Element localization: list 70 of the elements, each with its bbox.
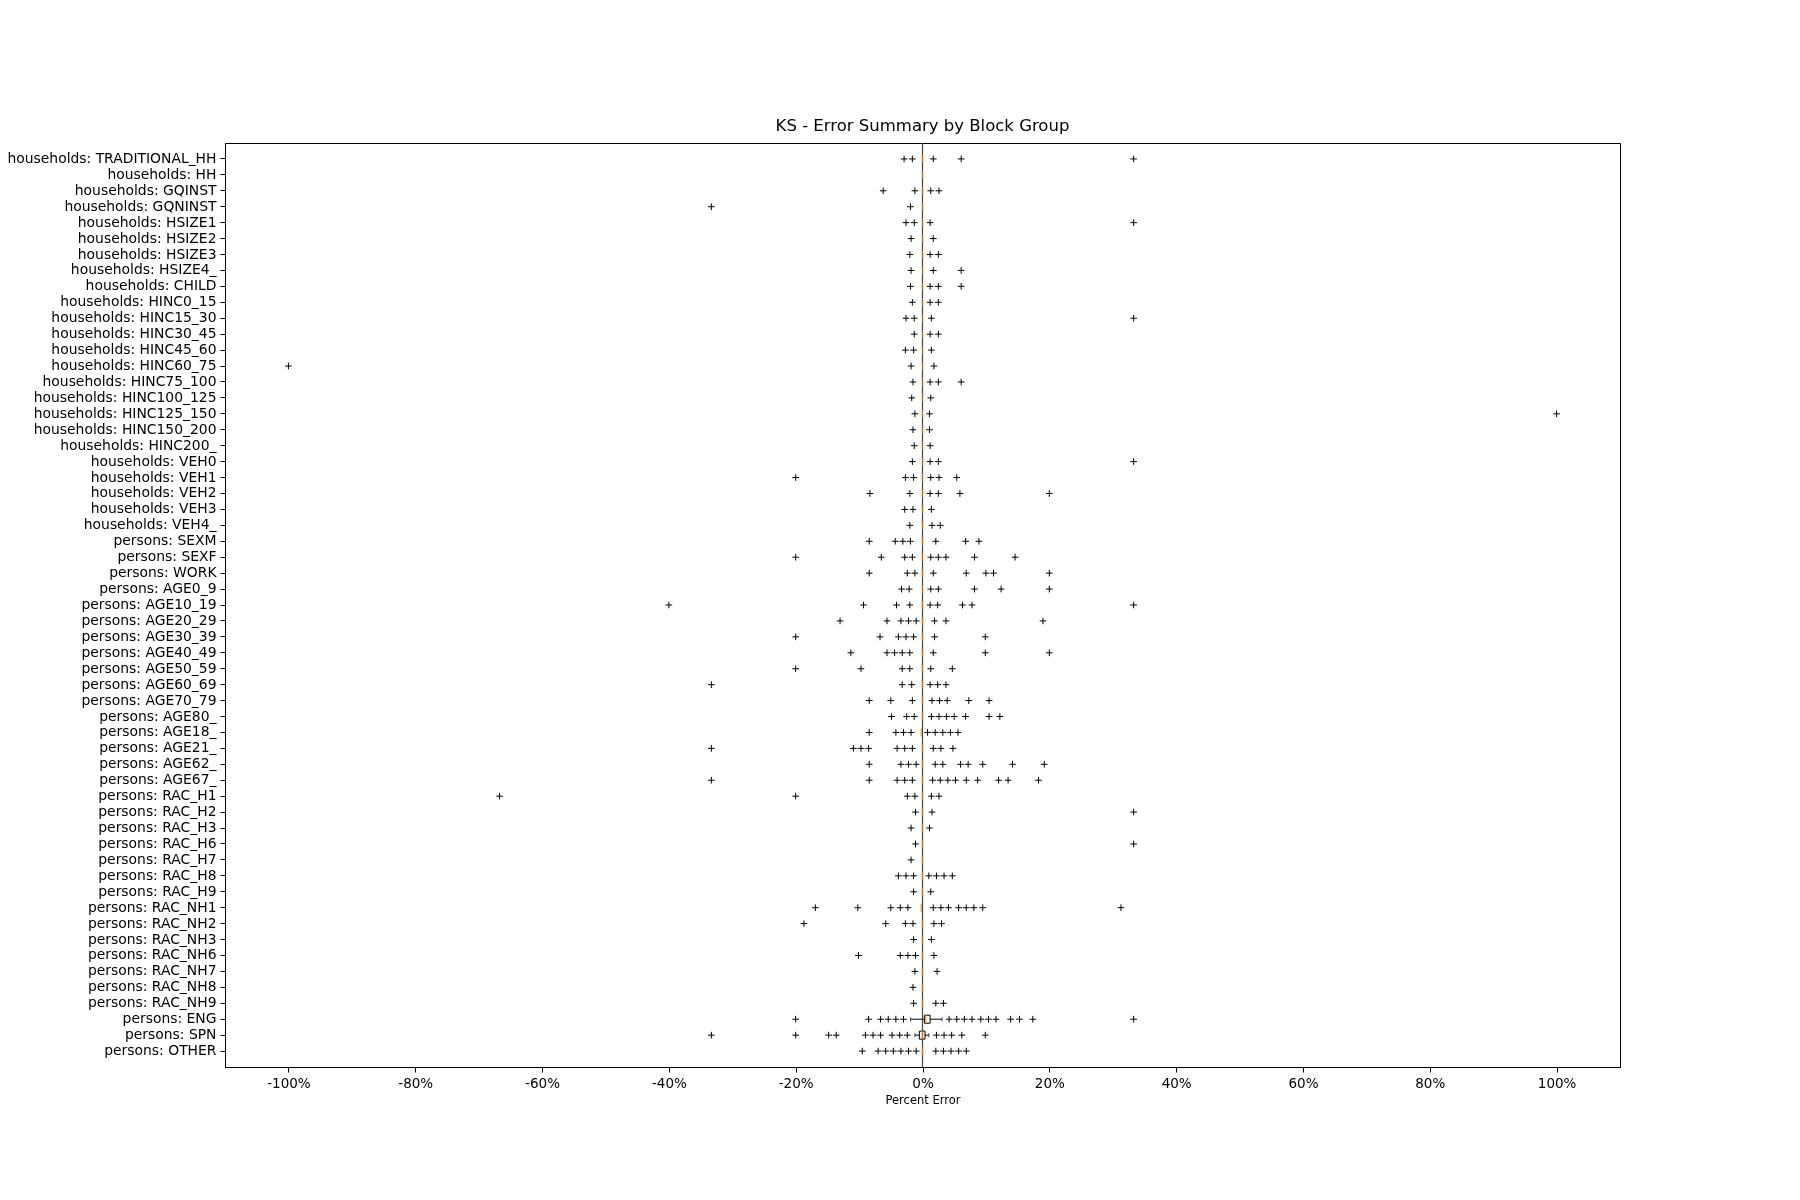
y-tick-label: persons: RAC_H8: [98, 866, 217, 883]
y-tick-label: persons: RAC_H1: [98, 787, 217, 804]
y-tick-label: persons: RAC_H7: [98, 850, 217, 867]
y-tick-label: households: VEH0: [90, 452, 217, 469]
y-tick-label: persons: AGE62_: [99, 755, 218, 772]
y-tick-label: persons: SPN: [124, 1026, 217, 1043]
y-tick-label: persons: ENG: [122, 1010, 217, 1027]
y-tick-label: households: GQNINST: [64, 197, 218, 214]
y-tick-label: households: HINC15_30: [51, 309, 217, 326]
y-tick-label: households: HINC150_200: [33, 420, 217, 437]
y-tick-label: households: HSIZE2: [77, 229, 217, 246]
y-tick-label: persons: AGE20_29: [81, 611, 217, 628]
y-tick-label: persons: AGE21_: [99, 739, 218, 756]
y-tick-label: persons: RAC_NH6: [87, 946, 217, 963]
x-tick-label: 80%: [1415, 1074, 1446, 1091]
y-tick-label: persons: AGE10_19: [81, 596, 217, 612]
y-tick-label: households: HINC30_45: [51, 325, 217, 342]
y-tick-label: persons: AGE80_: [99, 707, 218, 724]
y-tick-label: households: CHILD: [85, 277, 217, 294]
y-tick-label: households: HINC45_60: [51, 341, 217, 358]
y-tick-label: persons: RAC_NH3: [87, 930, 217, 947]
x-tick-label: -60%: [525, 1074, 561, 1091]
y-tick-label: households: HINC60_75: [51, 357, 217, 374]
x-tick-label: -80%: [398, 1074, 434, 1091]
x-tick-label: 60%: [1288, 1074, 1319, 1091]
y-tick-label: households: HINC0_15: [60, 293, 217, 310]
y-tick-label: households: HINC125_150: [33, 404, 217, 421]
y-tick-label: persons: RAC_H9: [98, 882, 217, 899]
y-tick-label: persons: RAC_NH7: [87, 962, 217, 979]
y-tick-label: households: HINC100_125: [33, 388, 217, 405]
y-tick-label: persons: RAC_H3: [98, 819, 217, 836]
x-tick-label: -100%: [267, 1074, 311, 1091]
y-tick-label: persons: AGE60_69: [81, 675, 217, 692]
y-tick-label: persons: RAC_H6: [98, 834, 217, 851]
y-tick-label: persons: AGE67_: [99, 771, 218, 788]
y-tick-label: households: VEH2: [90, 484, 217, 501]
y-tick-label: persons: AGE40_49: [81, 643, 217, 660]
y-tick-label: persons: RAC_NH8: [87, 978, 217, 995]
y-tick-label: households: HSIZE1: [77, 213, 217, 230]
x-tick-label: -20%: [778, 1074, 814, 1091]
y-tick-label: households: VEH1: [90, 468, 217, 485]
x-tick-label: 20%: [1034, 1074, 1065, 1091]
y-tick-label: persons: WORK: [109, 564, 218, 581]
x-tick-label: -40%: [651, 1074, 687, 1091]
y-tick-label: households: HINC75_100: [42, 372, 217, 389]
y-tick-label: persons: RAC_NH9: [87, 994, 217, 1011]
y-tick-label: households: VEH3: [90, 500, 217, 517]
y-tick-label: persons: RAC_NH1: [87, 898, 217, 915]
y-tick-label: households: GQINST: [74, 181, 218, 198]
y-tick-label: persons: AGE30_39: [81, 627, 217, 644]
y-tick-label: households: VEH4_: [83, 516, 218, 533]
y-tick-label: households: HSIZE3: [77, 245, 217, 262]
y-tick-label: persons: SEXF: [117, 548, 217, 565]
chart-title: KS - Error Summary by Block Group: [775, 115, 1070, 135]
x-tick-label: 40%: [1161, 1074, 1192, 1091]
y-tick-label: persons: AGE18_: [99, 723, 218, 740]
y-tick-label: persons: RAC_H2: [98, 803, 217, 820]
y-tick-label: persons: AGE70_79: [81, 691, 217, 708]
y-tick-label: persons: RAC_NH2: [87, 914, 217, 931]
y-tick-label: persons: OTHER: [104, 1042, 217, 1059]
y-tick-label: households: TRADITIONAL_HH: [7, 149, 217, 166]
x-axis-title: Percent Error: [885, 1093, 961, 1107]
y-tick-label: households: HINC200_: [60, 436, 218, 453]
y-tick-label: persons: AGE0_9: [99, 580, 217, 597]
y-tick-label: persons: SEXM: [113, 532, 217, 549]
y-tick-label: households: HH: [107, 165, 217, 182]
x-tick-label: 0%: [912, 1074, 934, 1091]
x-tick-label: 100%: [1537, 1074, 1577, 1091]
y-tick-label: persons: AGE50_59: [81, 659, 217, 676]
y-tick-label: households: HSIZE4_: [70, 261, 218, 278]
